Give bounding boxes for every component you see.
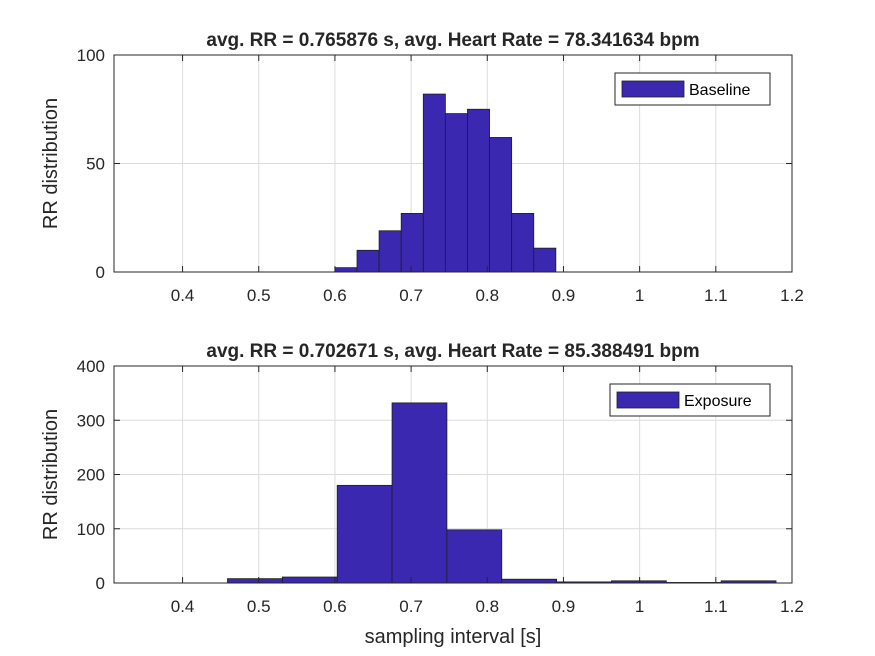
x-tick-label: 0.5	[247, 597, 271, 616]
x-tick-label: 0.7	[399, 286, 423, 305]
x-tick-label: 1.1	[704, 597, 728, 616]
histogram-bar	[281, 576, 338, 584]
x-tick-label: 0.8	[475, 286, 499, 305]
x-tick-label: 0.7	[399, 597, 423, 616]
y-axis-label: RR distribution	[40, 98, 62, 229]
x-tick-label: 1.2	[780, 597, 804, 616]
histogram-bar	[501, 578, 558, 584]
legend: Exposure	[609, 383, 771, 417]
x-tick-label: 1	[635, 597, 644, 616]
y-axis-label: RR distribution	[40, 409, 62, 540]
x-tick-label: 0.8	[475, 597, 499, 616]
histogram-bar	[444, 113, 468, 273]
x-tick-label: 0.6	[323, 597, 347, 616]
chart-title: avg. RR = 0.765876 s, avg. Heart Rate = …	[206, 30, 699, 51]
legend-label: Exposure	[684, 393, 752, 410]
legend-swatch	[616, 391, 680, 409]
legend: Baseline	[614, 72, 771, 106]
x-axis-label: sampling interval [s]	[365, 626, 542, 648]
legend-swatch	[621, 80, 685, 98]
x-tick-label: 1.1	[704, 286, 728, 305]
y-tick-label: 0	[96, 574, 105, 593]
histogram-bar	[227, 578, 283, 584]
histogram-bar	[391, 402, 448, 584]
x-tick-label: 1.2	[780, 286, 804, 305]
y-tick-label: 300	[77, 411, 105, 430]
histogram-bar	[400, 213, 424, 273]
y-tick-label: 0	[96, 263, 105, 282]
histogram-bar	[336, 484, 393, 584]
x-tick-label: 0.5	[247, 286, 271, 305]
histogram-bar	[489, 137, 513, 273]
x-tick-label: 0.9	[552, 597, 576, 616]
y-tick-label: 200	[77, 466, 105, 485]
x-tick-label: 0.9	[552, 286, 576, 305]
histogram-bar	[334, 267, 358, 273]
chart-baseline: 0.4 0.5 0.6 0.7 0.8 0.9 1 1.1 1.2 0 50 100 avg. RR =…	[40, 30, 804, 305]
histogram-bar	[378, 230, 402, 273]
histogram-bar	[356, 249, 380, 273]
y-tick-label: 100	[77, 520, 105, 539]
y-tick-label: 50	[86, 155, 105, 174]
histogram-bar	[446, 529, 503, 584]
histogram-bar	[511, 213, 535, 273]
x-tick-label: 1	[635, 286, 644, 305]
legend-label: Baseline	[689, 82, 750, 99]
x-tick-label: 0.6	[323, 286, 347, 305]
histogram-bar	[467, 108, 490, 273]
x-tick-label: 0.4	[171, 597, 195, 616]
histogram-bar	[422, 93, 446, 273]
y-tick-label: 400	[77, 357, 105, 376]
chart-exposure: 0.4 0.5 0.6 0.7 0.8 0.9 1 1.1 1.2 0 100 200 300 400 av…	[40, 341, 804, 648]
histogram-bar	[533, 247, 557, 273]
x-tick-label: 0.4	[171, 286, 195, 305]
y-tick-label: 100	[77, 46, 105, 65]
chart-title: avg. RR = 0.702671 s, avg. Heart Rate = …	[206, 341, 699, 362]
